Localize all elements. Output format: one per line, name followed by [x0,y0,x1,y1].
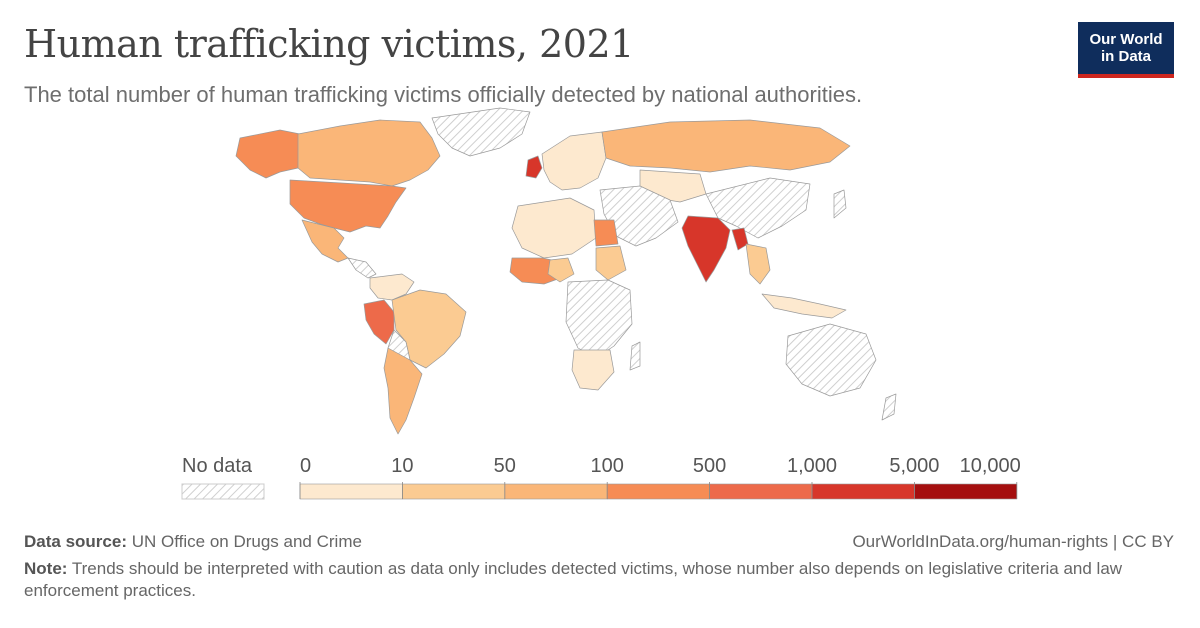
country-greenland[interactable] [431,107,531,157]
region-north-africa[interactable] [511,197,597,259]
logo-line-1: Our World [1089,31,1163,48]
region-central-america[interactable] [347,257,377,279]
legend-tick-label: 500 [693,455,726,477]
world-map[interactable] [170,98,1050,446]
country-madagascar[interactable] [629,341,641,371]
chart-note: Note: Trends should be interpreted with … [24,558,1164,602]
legend-tick-label: 10,000 [960,455,1021,477]
country-australia[interactable] [785,323,877,397]
data-source-label: Data source: [24,532,127,551]
legend-tick-label: 10 [391,455,413,477]
chart-subtitle: The total number of human trafficking vi… [24,82,863,107]
legend-tick-label: 1,000 [787,455,837,477]
country-new-zealand[interactable] [881,393,897,421]
logo-line-2: in Data [1100,48,1151,65]
data-source-value: UN Office on Drugs and Crime [131,532,362,551]
legend-bin[interactable] [606,483,710,500]
legend-no-data-swatch [181,483,265,500]
country-nigeria[interactable] [547,257,575,283]
legend-bin[interactable] [811,483,915,500]
legend-bin[interactable] [299,483,403,500]
note-text: Trends should be interpreted with cautio… [24,559,1123,600]
legend-tick-label: 100 [591,455,624,477]
legend-no-data-label: No data [182,455,253,477]
country-bangladesh[interactable] [731,227,749,251]
region-southeast-asia[interactable] [745,243,771,285]
region-indonesia[interactable] [761,293,847,319]
country-egypt[interactable] [593,219,619,247]
country-peru[interactable] [363,299,395,345]
country-argentina[interactable] [383,347,423,435]
legend: No data 0 10 50 100 500 1,000 5,000 10,000 [181,455,1021,500]
country-alaska[interactable] [235,129,301,179]
legend-bin[interactable] [504,483,608,500]
region-europe[interactable] [541,131,607,191]
legend-bin[interactable] [402,483,506,500]
owid-logo[interactable]: Our World in Data [1078,22,1174,78]
country-canada[interactable] [297,119,441,187]
country-united-kingdom[interactable] [525,155,543,179]
legend-tick-label: 5,000 [889,455,939,477]
country-russia[interactable] [601,119,851,173]
country-brazil[interactable] [391,289,467,369]
note-label: Note: [24,559,68,578]
region-southern-africa[interactable] [571,349,615,391]
country-united-states[interactable] [289,179,407,233]
country-china[interactable] [705,177,811,239]
country-india[interactable] [681,215,731,283]
legend-bin[interactable] [709,483,813,500]
legend-bin[interactable] [914,483,1018,500]
region-central-africa[interactable] [565,279,633,359]
data-source: Data source: UN Office on Drugs and Crim… [24,532,362,552]
country-sudan[interactable] [595,245,627,281]
country-japan[interactable] [833,189,847,219]
source-url-link[interactable]: OurWorldInData.org/human-rights | CC BY [852,532,1174,551]
legend-tick-label: 0 [300,455,311,477]
legend-tick-label: 50 [494,455,516,477]
chart-title: Human trafficking victims, 2021 [24,22,634,66]
country-colombia-venezuela[interactable] [369,273,415,301]
